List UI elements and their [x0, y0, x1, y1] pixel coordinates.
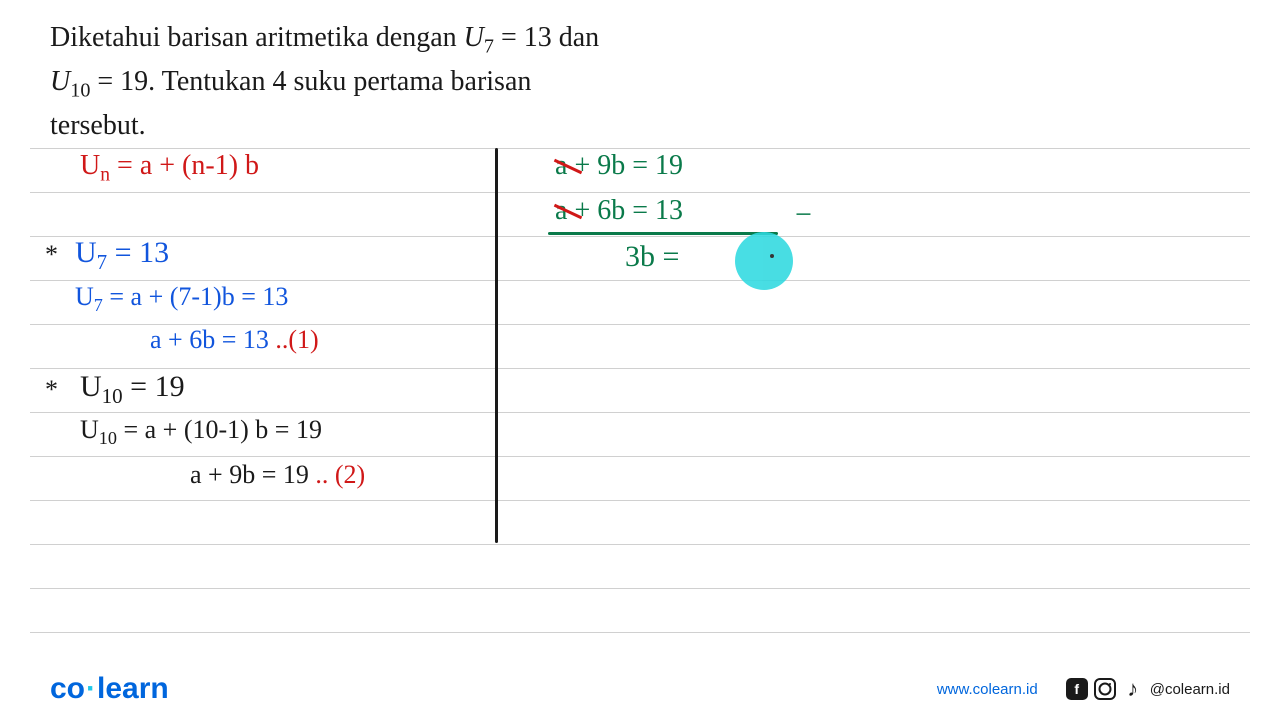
ruled-line [30, 236, 1250, 237]
problem-text-1b: = 13 dan [494, 22, 599, 53]
u10-exp-sub: 10 [99, 428, 117, 448]
problem-line-2: U10 = 19. Tentukan 4 suku pertama barisa… [50, 62, 1230, 106]
social-links: f ♪ @colearn.id [1066, 678, 1230, 700]
ruled-line [30, 588, 1250, 589]
footer-right: www.colearn.id f ♪ @colearn.id [937, 678, 1230, 700]
u7-eq: = 13 [107, 236, 169, 269]
u10-exp-rest: = a + (10-1) b = 19 [117, 415, 322, 444]
website-url: www.colearn.id [937, 681, 1038, 698]
u10-result: a + 9b = 19 .. (2) [190, 460, 365, 490]
u7-expand: U7 = a + (7-1)b = 13 [75, 282, 288, 316]
u10-sub: 10 [102, 384, 123, 408]
u7-exp-u: U [75, 282, 94, 311]
u7-label: U7 = 13 [75, 236, 169, 275]
problem-text-2: = 19. Tentukan 4 suku pertama barisan [90, 66, 531, 97]
u7-sub: 7 [97, 250, 108, 274]
ruled-line [30, 412, 1250, 413]
ruled-line [30, 456, 1250, 457]
ruled-line [30, 148, 1250, 149]
column-divider [495, 148, 498, 543]
eq1: a + 9b = 19 [555, 150, 683, 182]
u7-u: U [75, 236, 97, 269]
logo-learn: learn [97, 672, 169, 705]
u7-res-text: a + 6b = 13 [150, 325, 269, 354]
footer: co·learn www.colearn.id f ♪ @colearn.id [0, 658, 1280, 720]
ruled-line [30, 544, 1250, 545]
tiktok-icon: ♪ [1122, 678, 1144, 700]
logo-co: co [50, 672, 85, 705]
eq2: a + 6b = 13 [555, 195, 683, 227]
problem-u7-sub: 7 [484, 36, 494, 58]
eq1-rest: + 9b = 19 [567, 150, 683, 181]
subtraction-line [548, 232, 778, 235]
ruled-line [30, 500, 1250, 501]
cursor-inner-dot [770, 254, 774, 258]
u10-exp-u: U [80, 415, 99, 444]
cursor-highlight [735, 232, 793, 290]
u10-ref: .. (2) [315, 460, 365, 489]
ruled-line [30, 280, 1250, 281]
u10-expand: U10 = a + (10-1) b = 19 [80, 415, 322, 449]
u10-star: * [45, 375, 58, 405]
facebook-icon: f [1066, 678, 1088, 700]
minus-sign: − [795, 198, 812, 232]
u7-result: a + 6b = 13 ..(1) [150, 325, 319, 355]
problem-u10-sub: 10 [70, 79, 90, 101]
instagram-icon [1094, 678, 1116, 700]
u7-ref: ..(1) [275, 325, 318, 354]
colearn-logo: co·learn [50, 672, 169, 706]
u7-exp-rest: = a + (7-1)b = 13 [103, 282, 289, 311]
problem-statement: Diketahui barisan aritmetika dengan U7 =… [50, 18, 1230, 146]
formula-u: U [80, 150, 100, 181]
u7-exp-sub: 7 [94, 295, 103, 315]
formula-rest: = a + (n-1) b [110, 150, 259, 181]
logo-dot: · [86, 672, 96, 705]
u10-u: U [80, 370, 102, 403]
problem-u7: U [464, 22, 484, 53]
problem-u10: U [50, 66, 70, 97]
u10-res-text: a + 9b = 19 [190, 460, 309, 489]
ruled-line [30, 192, 1250, 193]
formula-sub-n: n [100, 165, 110, 186]
problem-text-1a: Diketahui barisan aritmetika dengan [50, 22, 464, 53]
result-3b: 3b = [625, 240, 679, 274]
u7-star: * [45, 240, 58, 270]
eq2-rest: + 6b = 13 [567, 195, 683, 226]
ruled-line [30, 632, 1250, 633]
ruled-line [30, 368, 1250, 369]
problem-line-1: Diketahui barisan aritmetika dengan U7 =… [50, 18, 1230, 62]
formula-un: Un = a + (n-1) b [80, 150, 259, 187]
u10-eq: = 19 [123, 370, 185, 403]
u10-label: U10 = 19 [80, 370, 185, 409]
social-handle: @colearn.id [1150, 681, 1230, 698]
